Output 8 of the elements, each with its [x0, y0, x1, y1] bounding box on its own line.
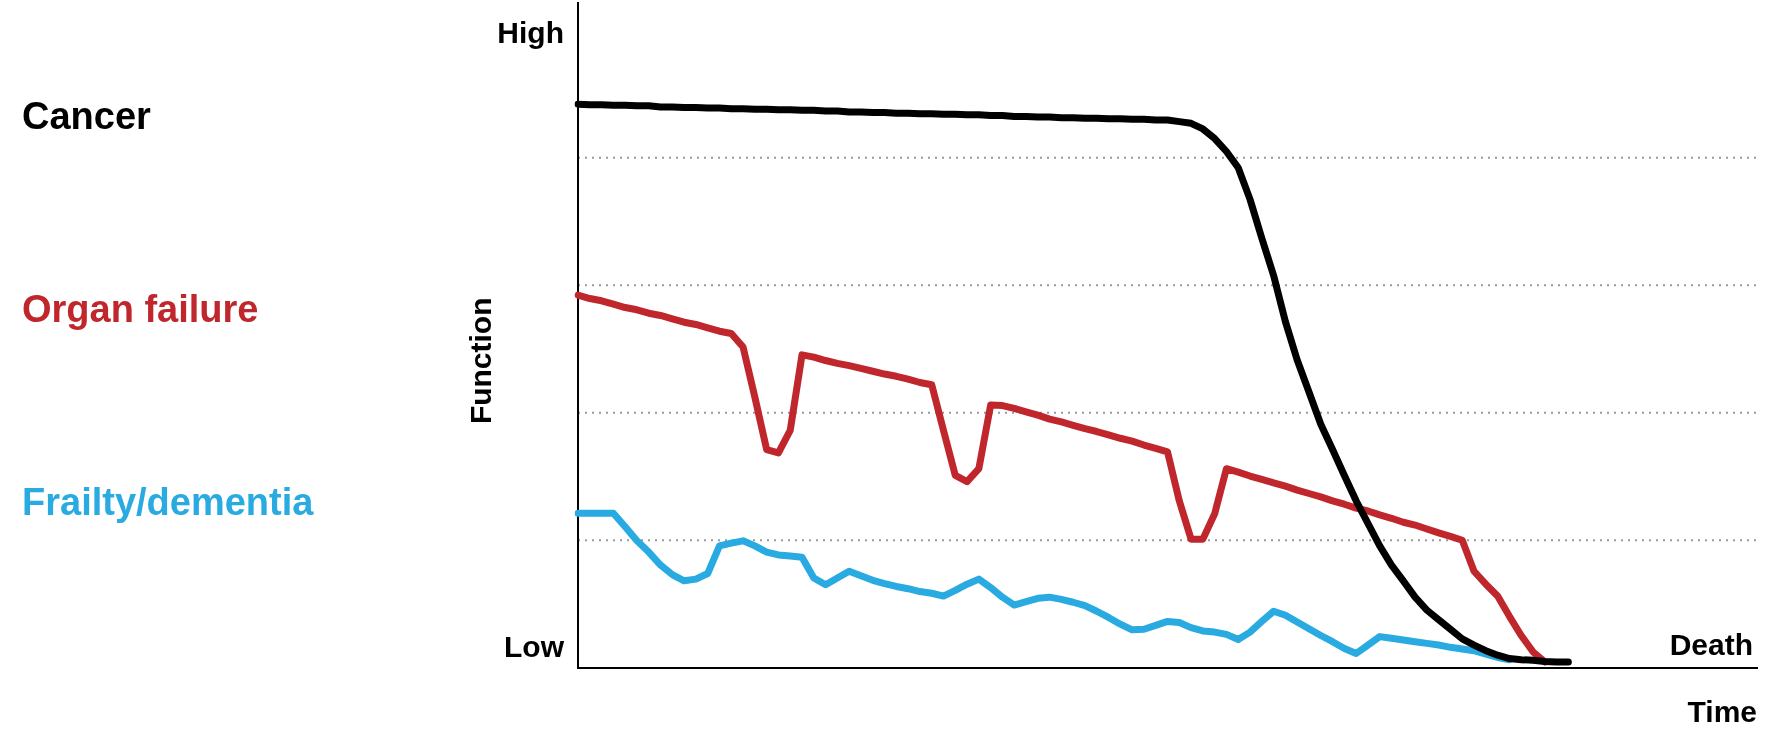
text: High [497, 16, 564, 50]
annotation: Death [1669, 627, 1753, 661]
text: Organ failure [22, 287, 259, 330]
text: Frailty/dementia [22, 480, 315, 523]
y-axis-title: Function [464, 297, 498, 425]
text: Cancer [22, 95, 152, 138]
x-axis-title: Time [1687, 695, 1757, 729]
text: Low [504, 629, 565, 663]
